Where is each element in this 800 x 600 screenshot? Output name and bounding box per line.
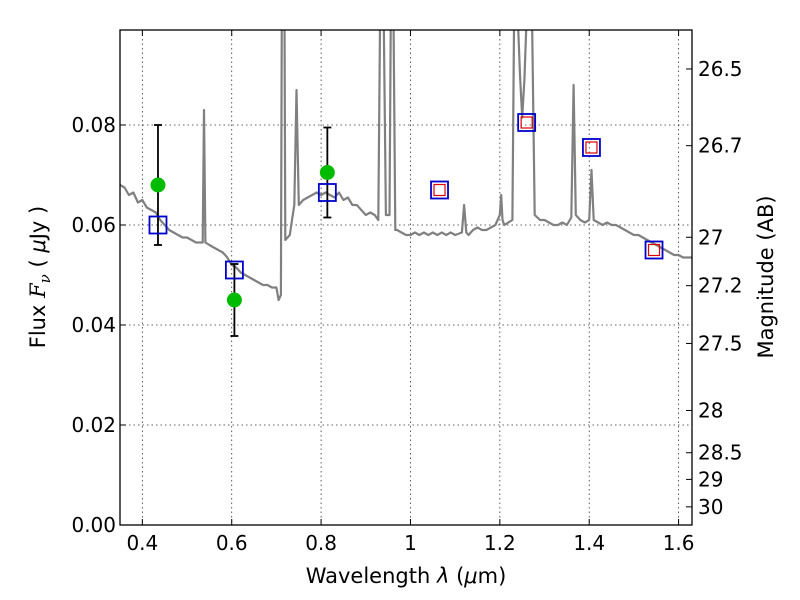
magnitude-tick-label: 26.7 [698,134,743,158]
model-photometry-square [582,138,601,157]
alt-model-square [520,116,533,129]
magnitude-tick-label: 27.2 [698,274,743,298]
y-axis-title: Flux Fν ( μJy ) [26,206,54,349]
plot-frame [119,29,693,526]
model-photometry-square [317,183,337,202]
magnitude-axis-title: Magnitude (AB) [754,195,778,358]
model-photometry-square [224,260,244,280]
x-tick-label: 1.2 [484,531,516,555]
magnitude-tick-label: 27.5 [698,331,743,355]
model-photometry-square [644,240,664,260]
x-tick-label: 1.6 [663,531,695,555]
y-tick-label: 0.08 [71,113,116,137]
grid-lines [120,30,692,525]
x-axis-title: Wavelength λ (μm) [306,564,507,588]
magnitude-tick-label: 30 [698,495,723,519]
observed-flux-point [319,165,335,180]
y-tick-label: 0.04 [71,313,116,337]
x-tick-label: 1.4 [573,531,605,555]
magnitude-axis-ticks: 26.5 26.7 27 27.2 27.5 28 28.529 30 [686,57,743,519]
magnitude-tick-label: 26.5 [698,57,743,81]
observed-flux-point [150,177,166,193]
y-axis-ticks: 0.00 0.02 0.04 0.06 0.08 [71,113,126,537]
x-tick-label: 1 [404,531,417,555]
y-tick-label: 0.00 [71,513,116,537]
observed-flux-point [226,292,242,308]
model-spectrum-line [120,30,692,302]
marker-layer [148,113,664,308]
model-photometry-square [517,113,537,132]
y-tick-label: 0.02 [71,413,116,437]
magnitude-tick-label: 28 [698,398,723,422]
model-photometry-square [430,180,449,200]
x-axis-ticks: 0.4 0.6 0.8 1 1.2 1.4 1.6 [126,30,695,555]
magnitude-tick-label: 29 [698,467,723,491]
model-photometry-square [148,215,168,235]
alt-model-square [433,183,446,197]
magnitude-tick-label: 27 [698,225,723,249]
x-tick-label: 0.6 [216,531,248,555]
y-tick-label: 0.06 [71,213,116,237]
alt-model-square [585,141,598,154]
x-tick-label: 0.8 [305,531,337,555]
alt-model-square [647,243,661,257]
magnitude-tick-label: 28.5 [698,441,743,465]
x-tick-label: 0.4 [126,531,158,555]
spectrum-layer [120,30,692,302]
